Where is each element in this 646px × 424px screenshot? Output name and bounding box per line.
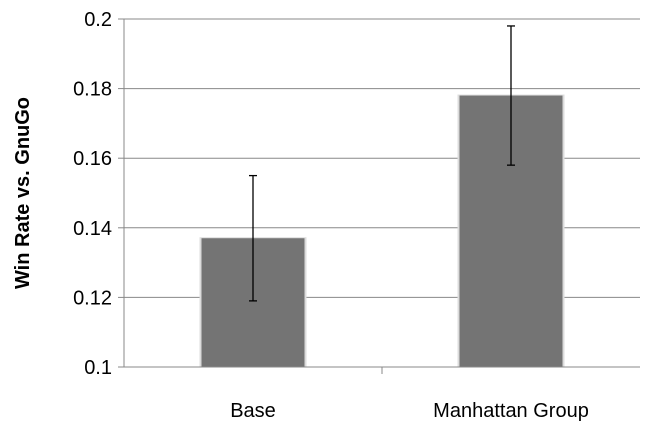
tick-labels: 0.1 0.12 0.14 0.16 0.18 0.2 Base Manhattan Grou… [73,9,589,422]
x-tick-label: Manhattan Group [433,400,589,422]
error-bars [249,25,515,302]
axes [118,18,640,374]
y-tick-label: 0.12 [73,287,112,309]
y-tick-label: 0.18 [73,79,112,101]
y-tick-label: 0.14 [73,218,112,240]
y-tick-label: 0.1 [84,357,112,379]
y-tick-label: 0.2 [84,9,112,31]
bars [199,94,565,367]
y-axis-title: Win Rate vs. GnuGo [12,97,34,289]
y-tick-label: 0.16 [73,148,112,170]
x-tick-label: Base [230,400,276,422]
